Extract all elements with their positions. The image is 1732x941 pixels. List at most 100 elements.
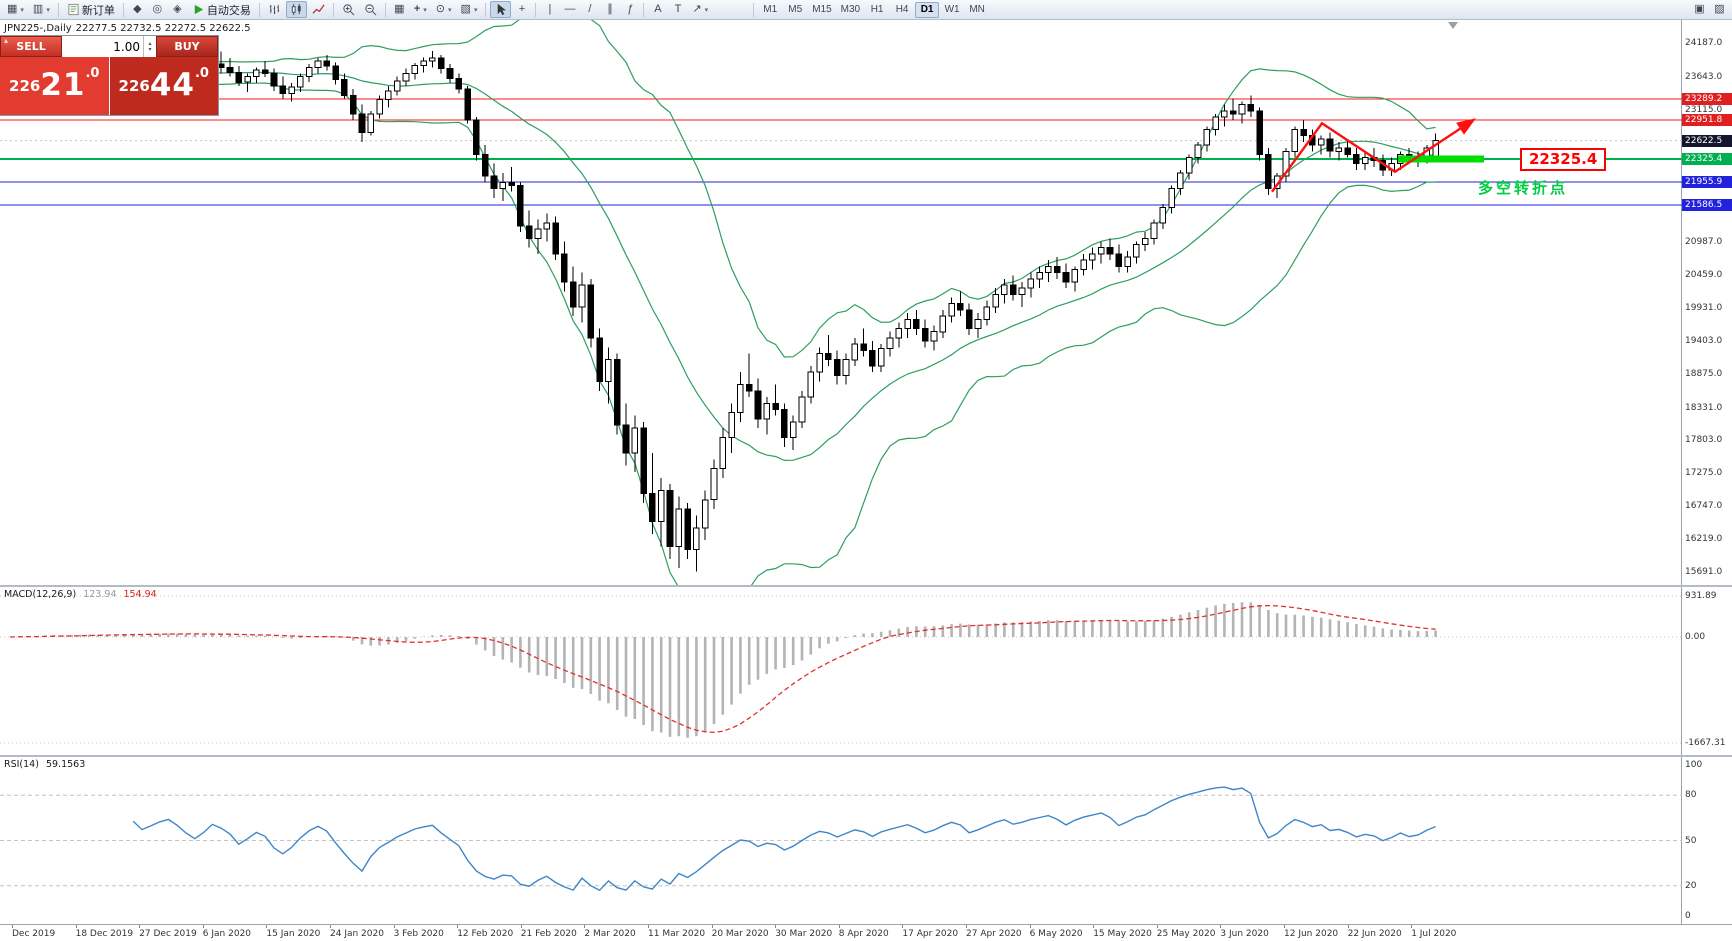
rsi-axis[interactable]: 100 80 50 20 0 xyxy=(1682,757,1732,924)
timeframe-h4[interactable]: H4 xyxy=(890,2,914,18)
trendline-button[interactable]: / xyxy=(580,1,599,18)
price-tick: 16219.0 xyxy=(1685,534,1723,545)
time-tick xyxy=(711,925,713,928)
timeframe-m30[interactable]: M30 xyxy=(837,2,864,18)
window-list-icon: ▨ xyxy=(1714,3,1725,15)
main-chart-canvas[interactable] xyxy=(0,20,1682,585)
volume-field[interactable]: 1.00 ▴ ▾ xyxy=(62,36,156,57)
volume-spinner[interactable]: ▴ ▾ xyxy=(143,36,156,57)
window-list-button[interactable]: ▨ xyxy=(1710,1,1729,18)
equidistant-channel-button[interactable]: ∥ xyxy=(600,1,619,18)
price-tick: 20459.0 xyxy=(1685,270,1723,281)
candlestick-icon xyxy=(290,3,303,16)
chart-window-button[interactable]: ▣ xyxy=(1690,1,1709,18)
time-axis[interactable]: Dec 2019 18 Dec 2019 27 Dec 2019 6 Jan 2020… xyxy=(0,924,1732,941)
spinner-up-icon[interactable]: ▴ xyxy=(148,39,152,47)
time-tick xyxy=(902,925,904,928)
price-axis[interactable]: 24187.0 23643.0 23115.0 20987.0 20459.0 19931… xyxy=(1682,20,1732,585)
cursor-button[interactable] xyxy=(490,1,512,18)
bar-chart-button[interactable] xyxy=(264,1,285,18)
chevron-down-icon: ▾ xyxy=(46,6,50,14)
cursor-icon xyxy=(494,3,507,16)
metaeditor-button[interactable]: ◆ xyxy=(128,1,147,18)
arrows-button[interactable]: ↗ ▾ xyxy=(688,1,712,18)
buy-button[interactable]: BUY xyxy=(156,36,218,57)
autotrading-button[interactable]: 自动交易 xyxy=(188,1,255,18)
sell-button[interactable]: SELL xyxy=(0,36,62,57)
rsi-canvas[interactable] xyxy=(0,757,1682,924)
toolbar-separator xyxy=(258,2,260,17)
sell-price[interactable]: 226 21.0 xyxy=(0,57,109,115)
label-button[interactable]: T xyxy=(668,1,687,18)
chevron-down-icon: ▾ xyxy=(473,6,478,14)
vertical-line-button[interactable]: | xyxy=(540,1,559,18)
chart-window-icon: ▣ xyxy=(1694,3,1705,15)
price-tick: 17803.0 xyxy=(1685,435,1723,446)
price-callout[interactable]: 22325.4 xyxy=(1520,148,1607,172)
price-tick: 16747.0 xyxy=(1685,501,1723,512)
toolbar-separator xyxy=(122,2,124,17)
macd-axis[interactable]: 931.89 0.00 -1667.31 xyxy=(1682,587,1732,755)
signals-button[interactable]: ◎ xyxy=(148,1,167,18)
date-label: 3 Feb 2020 xyxy=(393,929,444,939)
price-tick: 15691.0 xyxy=(1685,566,1723,577)
periods-button[interactable]: ⊙ ▾ xyxy=(432,1,456,18)
rsi-label: RSI(14) 59.1563 xyxy=(4,759,85,770)
new-order-label: 新订单 xyxy=(81,4,115,17)
profiles-button[interactable]: ▥ ▾ xyxy=(29,1,54,18)
time-tick xyxy=(520,925,522,928)
one-click-panel-toggle[interactable]: ▴ xyxy=(4,36,9,45)
chart-ohlc: 22277.5 22732.5 22272.5 22622.5 xyxy=(75,23,251,34)
timeframe-m5[interactable]: M5 xyxy=(783,2,807,18)
price-tick: 17275.0 xyxy=(1685,468,1723,479)
candlestick-button[interactable] xyxy=(285,1,307,18)
spinner-down-icon[interactable]: ▾ xyxy=(148,45,152,53)
new-order-button[interactable]: 新订单 xyxy=(63,1,119,18)
fibonacci-button[interactable]: ƒ xyxy=(620,1,639,18)
timeframe-d1[interactable]: D1 xyxy=(915,1,940,18)
rsi-panel: RSI(14) 59.1563 xyxy=(0,757,1682,924)
date-label: 8 Apr 2020 xyxy=(838,929,889,939)
macd-canvas[interactable] xyxy=(0,587,1682,755)
date-label: 22 Jun 2020 xyxy=(1347,929,1402,939)
chevron-down-icon: ▾ xyxy=(423,6,427,14)
macd-panel: MACD(12,26,9) 123.94 154.94 xyxy=(0,587,1682,755)
horizontal-line-button[interactable]: — xyxy=(560,1,579,18)
line-chart-button[interactable] xyxy=(308,1,329,18)
timeframe-m1[interactable]: M1 xyxy=(758,2,782,18)
buy-price[interactable]: 226 44.0 xyxy=(109,57,218,115)
zoom-out-icon xyxy=(364,3,377,16)
price-badge: 21955.9 xyxy=(1682,176,1732,189)
toolbar-separator xyxy=(535,2,537,17)
time-tick xyxy=(1093,925,1095,928)
zoom-out-button[interactable] xyxy=(360,1,381,18)
timeframe-mn[interactable]: MN xyxy=(965,2,989,18)
navigator-button[interactable]: ◈ xyxy=(168,1,187,18)
time-tick xyxy=(330,925,331,928)
label-icon: T xyxy=(674,3,682,15)
panel-divider[interactable] xyxy=(0,585,1732,587)
fibonacci-icon: ƒ xyxy=(626,3,634,15)
templates-icon: ▧ xyxy=(460,3,471,15)
text-button[interactable]: A xyxy=(648,1,667,18)
annotation-note[interactable]: 多空转折点 xyxy=(1478,178,1569,197)
panel-divider[interactable] xyxy=(0,755,1732,757)
zoom-in-icon xyxy=(342,3,355,16)
timeframe-w1[interactable]: W1 xyxy=(940,2,964,18)
templates-button[interactable]: ▧ ▾ xyxy=(457,1,482,18)
timeframe-m15[interactable]: M15 xyxy=(808,2,835,18)
timeframe-h1[interactable]: H1 xyxy=(865,2,889,18)
zoom-in-button[interactable] xyxy=(338,1,359,18)
price-badge: 22951.8 xyxy=(1682,114,1732,127)
new-chart-button[interactable]: ▦ ▾ xyxy=(3,1,28,18)
price-tick: 20987.0 xyxy=(1685,237,1723,248)
time-tick xyxy=(457,925,459,928)
crosshair-button[interactable]: + xyxy=(512,1,531,18)
time-tick xyxy=(584,925,586,928)
tile-windows-button[interactable]: ▦ xyxy=(390,1,409,18)
date-label: 17 Apr 2020 xyxy=(902,929,959,939)
price-badge: 22622.5 xyxy=(1682,134,1732,147)
indicators-button[interactable]: + ▾ xyxy=(410,1,431,18)
toolbar-separator xyxy=(643,2,645,17)
date-label: 21 Feb 2020 xyxy=(520,929,577,939)
